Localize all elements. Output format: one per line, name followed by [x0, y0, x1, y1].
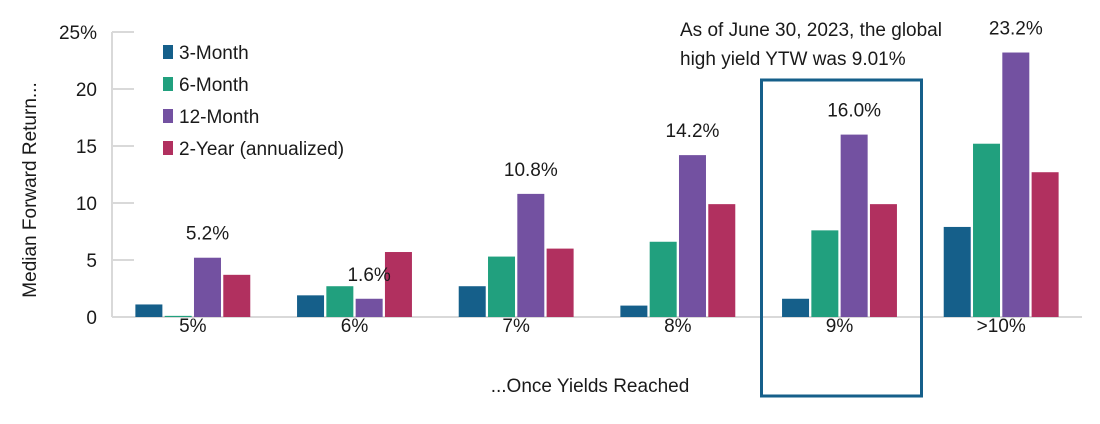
y-tick-label: 20 [76, 80, 97, 101]
data-label: 10.8% [504, 160, 558, 181]
bar-3-month [458, 286, 486, 317]
bar-12-month [355, 298, 383, 317]
bar-6-month [649, 241, 677, 317]
x-tick-label: 8% [664, 316, 692, 337]
data-label: 14.2% [666, 121, 720, 142]
bar-3-month [782, 298, 810, 317]
y-tick-label: 10 [76, 194, 97, 215]
bar-12-month [193, 257, 221, 317]
legend-swatch [163, 141, 173, 155]
bar-12-month [1002, 52, 1030, 318]
x-axis-title: ...Once Yields Reached [491, 376, 690, 397]
annotation-line-1: As of June 30, 2023, the global [680, 20, 942, 41]
legend-label: 2-Year (annualized) [179, 139, 344, 160]
data-label: 5.2% [186, 224, 229, 245]
x-tick-label: 7% [502, 316, 530, 337]
bar-2-year-annualized- [1031, 172, 1059, 317]
bar-2-year-annualized- [869, 204, 897, 317]
bar-12-month [517, 193, 545, 317]
data-label: 23.2% [989, 19, 1043, 40]
y-tick-label: 5 [86, 251, 97, 272]
y-tick-label: 25% [59, 23, 97, 44]
legend-label: 6-Month [179, 75, 249, 96]
bar-3-month [135, 304, 163, 317]
bar-2-year-annualized- [384, 252, 412, 317]
legend-swatch [163, 45, 173, 59]
legend-swatch [163, 109, 173, 123]
legend-label: 12-Month [179, 107, 259, 128]
data-label: 1.6% [347, 265, 390, 286]
bar-6-month [811, 230, 839, 317]
bar-3-month [297, 295, 325, 317]
x-tick-label: 6% [341, 316, 369, 337]
legend-label: 3-Month [179, 43, 249, 64]
bar-6-month [326, 286, 354, 317]
bar-12-month [840, 134, 868, 317]
bar-6-month [973, 143, 1001, 317]
bar-2-year-annualized- [223, 274, 251, 317]
bar-12-month [678, 155, 706, 317]
y-tick-label: 0 [86, 308, 97, 329]
x-tick-label: >10% [977, 316, 1026, 337]
highlight-box [760, 78, 923, 398]
legend-swatch [163, 77, 173, 91]
x-tick-label: 9% [826, 316, 854, 337]
bar-6-month [164, 315, 192, 317]
bar-2-year-annualized- [546, 248, 574, 317]
annotation-line-2: high yield YTW was 9.01% [680, 49, 906, 70]
bar-6-month [488, 256, 516, 317]
y-tick-label: 15 [76, 137, 97, 158]
bar-3-month [943, 226, 971, 317]
x-tick-label: 5% [179, 316, 207, 337]
bar-3-month [620, 305, 648, 317]
y-axis-title: Median Forward Return... [20, 82, 41, 297]
data-label: 16.0% [827, 101, 881, 122]
bar-2-year-annualized- [708, 204, 736, 317]
